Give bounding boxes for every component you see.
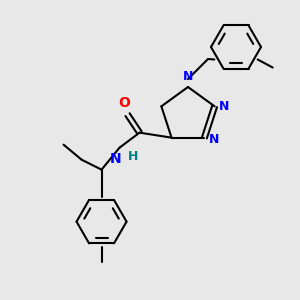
Text: O: O <box>118 96 130 110</box>
Text: N: N <box>110 152 122 166</box>
Text: N: N <box>208 133 219 146</box>
Text: N: N <box>219 100 229 113</box>
Text: H: H <box>128 150 139 163</box>
Text: N: N <box>183 70 193 83</box>
